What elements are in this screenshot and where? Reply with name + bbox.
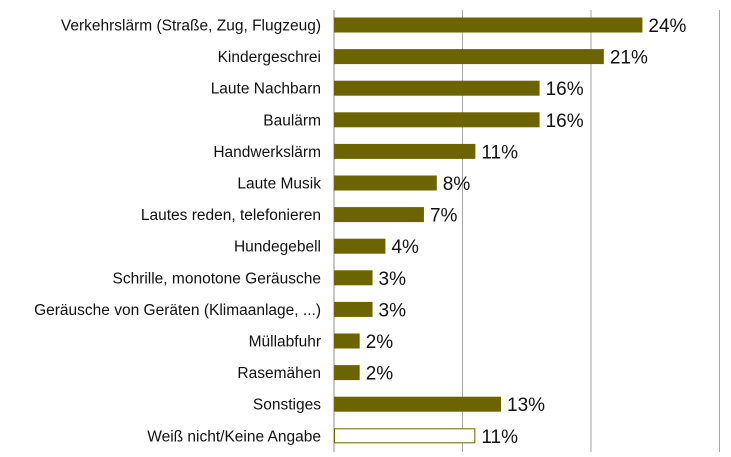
- value-label-9: 3%: [379, 269, 407, 290]
- bar-4: [334, 112, 540, 128]
- category-label-4: Baulärm: [263, 112, 321, 129]
- value-label-10: 3%: [379, 300, 407, 321]
- bar-6: [334, 175, 437, 191]
- value-label-4: 16%: [546, 111, 584, 132]
- value-label-13: 13%: [507, 395, 545, 416]
- category-labels: Verkehrslärm (Straße, Zug, Flugzeug) Kind…: [34, 18, 321, 446]
- value-label-8: 4%: [391, 237, 419, 258]
- value-label-6: 8%: [443, 174, 471, 195]
- bar-8: [334, 238, 386, 254]
- category-label-8: Hundegebell: [234, 239, 321, 256]
- bar-1: [334, 17, 643, 33]
- value-label-3: 16%: [546, 79, 584, 100]
- category-label-2: Kindergeschrei: [218, 49, 321, 66]
- category-label-9: Schrille, monotone Geräusche: [112, 270, 321, 287]
- category-label-6: Laute Musik: [237, 176, 321, 193]
- category-label-11: Müllabfuhr: [249, 334, 321, 351]
- bar-10: [334, 301, 373, 317]
- category-label-5: Handwerkslärm: [213, 144, 321, 161]
- value-label-11: 2%: [366, 332, 394, 353]
- bars-group: [334, 17, 643, 444]
- value-label-14: 11%: [481, 427, 518, 448]
- category-label-10: Geräusche von Geräten (Klimaanlage, ...): [34, 302, 321, 319]
- gridlines: [462, 10, 720, 452]
- category-label-14: Weiß nicht/Keine Angabe: [147, 428, 321, 445]
- bar-13: [334, 396, 502, 412]
- bar-7: [334, 207, 424, 223]
- category-label-3: Laute Nachbarn: [211, 81, 321, 98]
- bar-3: [334, 80, 540, 96]
- value-label-7: 7%: [430, 206, 458, 227]
- bar-12: [334, 365, 360, 381]
- bar-11: [334, 333, 360, 349]
- category-label-7: Lautes reden, telefonieren: [141, 207, 321, 224]
- bar-9: [334, 270, 373, 286]
- value-label-5: 11%: [481, 142, 518, 163]
- category-label-12: Rasemähen: [237, 365, 321, 382]
- value-label-2: 21%: [610, 48, 648, 69]
- bar-2: [334, 49, 604, 65]
- value-label-1: 24%: [648, 16, 686, 37]
- category-label-1: Verkehrslärm (Straße, Zug, Flugzeug): [61, 18, 321, 35]
- value-label-12: 2%: [366, 364, 394, 385]
- value-labels: 24%21% 16% 16% 11% 8% 7% 4% 3% 3% 2% 2% 13% 11%: [366, 16, 687, 448]
- category-label-13: Sonstiges: [253, 397, 321, 414]
- bar-5: [334, 143, 476, 159]
- bar-14: [334, 428, 476, 444]
